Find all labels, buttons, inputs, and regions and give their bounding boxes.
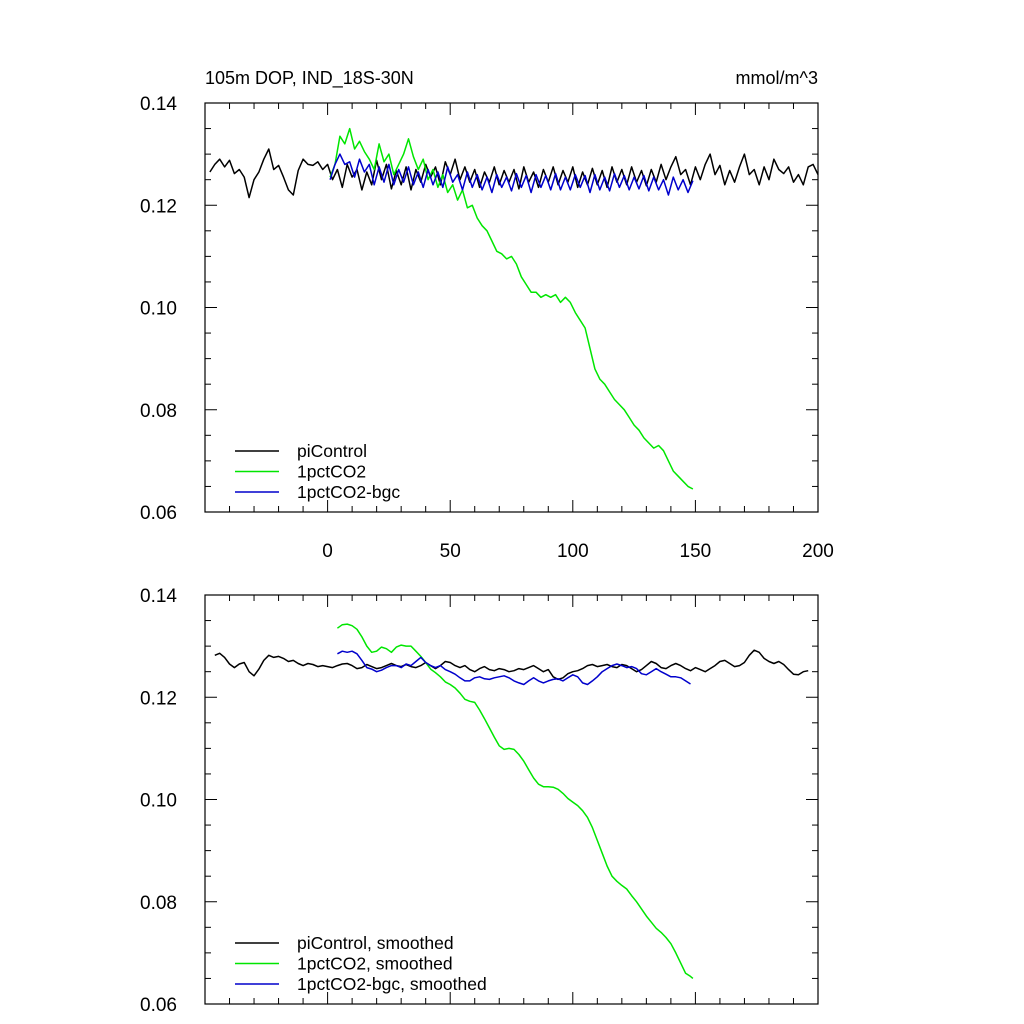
legend-label: 1pctCO2, smoothed xyxy=(297,954,453,974)
figure-title: 105m DOP, IND_18S-30N xyxy=(205,68,414,89)
x-tick-label: 100 xyxy=(557,541,589,562)
y-tick-label: 0.14 xyxy=(140,94,177,115)
legend-label: piControl, smoothed xyxy=(297,933,454,953)
y-tick-label: 0.06 xyxy=(140,995,177,1016)
series-line-piControl xyxy=(209,148,819,199)
top-panel: 0.06 0.08 0.10 0.12 0.14 0 50 100 150 200 piContro… xyxy=(140,94,834,562)
series-line-1pctCO2-bgc xyxy=(329,153,694,196)
y-tick-label: 0.14 xyxy=(140,586,177,607)
y-tick-label: 0.12 xyxy=(140,196,177,217)
series-line-1pctCO2 xyxy=(336,623,694,979)
series-line-1pctCO2 xyxy=(329,127,694,490)
y-tick-label: 0.10 xyxy=(140,791,177,812)
legend-label: 1pctCO2 xyxy=(297,462,366,482)
x-tick-label: 50 xyxy=(440,541,461,562)
y-tick-label: 0.10 xyxy=(140,299,177,320)
legend-label: 1pctCO2-bgc xyxy=(297,482,400,502)
x-tick-label: 0 xyxy=(322,541,333,562)
series-line-piControl xyxy=(214,649,809,681)
units-label: mmol/m^3 xyxy=(736,68,818,88)
series-line-1pctCO2-bgc xyxy=(337,650,691,686)
x-tick-label: 150 xyxy=(680,541,712,562)
y-tick-label: 0.08 xyxy=(140,401,177,422)
x-tick-label: 200 xyxy=(802,541,834,562)
legend-label: piControl xyxy=(297,441,367,461)
y-tick-label: 0.06 xyxy=(140,503,177,524)
y-tick-label: 0.08 xyxy=(140,893,177,914)
y-tick-label: 0.12 xyxy=(140,688,177,709)
legend-label: 1pctCO2-bgc, smoothed xyxy=(297,974,487,994)
